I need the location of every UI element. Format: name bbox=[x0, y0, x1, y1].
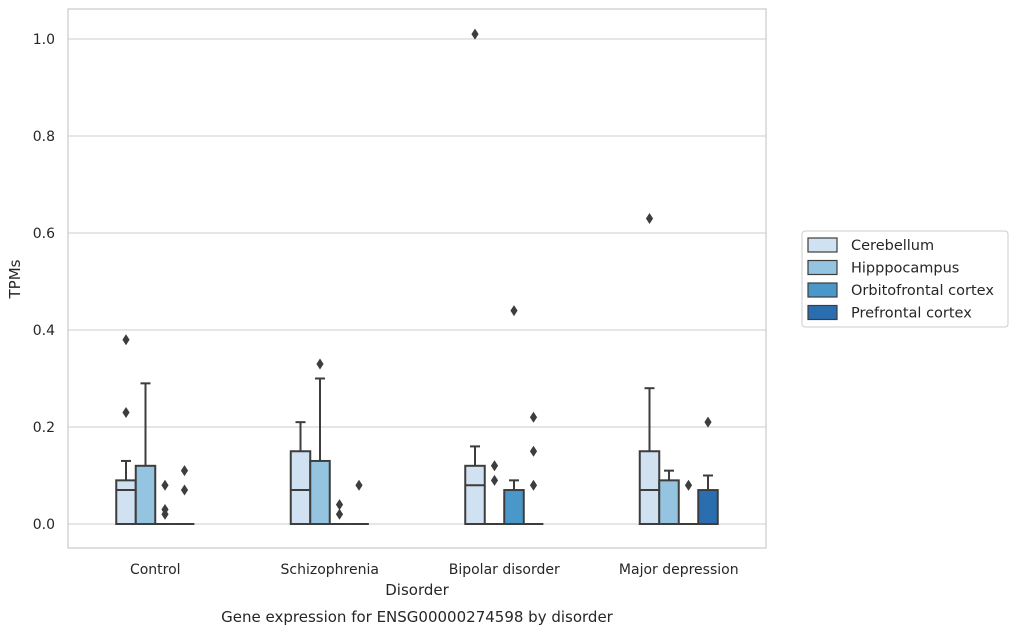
box-3 bbox=[523, 411, 544, 525]
legend: Cerebellum Hipppocampus Orbitofrontal cort… bbox=[801, 230, 1009, 328]
y-tick-label: 0.6 bbox=[33, 226, 55, 242]
legend-swatch bbox=[807, 282, 838, 298]
legend-label: Prefrontal cortex bbox=[851, 306, 972, 322]
box-1 bbox=[134, 382, 157, 525]
y-axis-label: TPMs bbox=[6, 259, 24, 299]
box-1 bbox=[309, 358, 331, 526]
outlier-point bbox=[122, 334, 130, 346]
x-tick-label: Bipolar disorder bbox=[449, 562, 560, 578]
box-iqr bbox=[464, 464, 486, 525]
box-2 bbox=[678, 479, 699, 525]
outlier-point bbox=[122, 406, 130, 418]
outlier-point bbox=[335, 499, 344, 511]
outlier-point bbox=[490, 460, 499, 472]
legend-item: Prefrontal cortex bbox=[807, 304, 972, 322]
y-tick-label: 0.2 bbox=[33, 420, 55, 436]
outlier-point bbox=[510, 305, 518, 317]
x-axis-label: Disorder bbox=[385, 581, 449, 599]
outlier-point bbox=[684, 479, 693, 491]
gridlines bbox=[68, 38, 766, 525]
outlier-point bbox=[316, 358, 324, 370]
x-tick-label: Schizophrenia bbox=[281, 562, 379, 578]
y-tick-labels: 0.0 0.2 0.4 0.6 0.8 1.0 bbox=[33, 32, 55, 533]
plot-frame bbox=[67, 8, 767, 549]
box-0 bbox=[464, 28, 486, 525]
box-1 bbox=[484, 460, 505, 525]
y-tick-label: 0.0 bbox=[33, 517, 55, 533]
box-3 bbox=[697, 416, 719, 525]
box-iqr bbox=[638, 450, 661, 525]
outlier-point bbox=[529, 445, 538, 457]
outlier-point bbox=[529, 479, 538, 491]
boxes bbox=[115, 28, 719, 526]
box-2 bbox=[503, 305, 525, 525]
outlier-point bbox=[180, 465, 189, 477]
box-iqr bbox=[658, 479, 680, 526]
outlier-point bbox=[471, 28, 479, 40]
box-3 bbox=[349, 479, 369, 525]
legend-swatch bbox=[807, 237, 838, 253]
y-tick-label: 0.4 bbox=[33, 323, 55, 339]
legend-item: Orbitofrontal cortex bbox=[807, 282, 994, 299]
y-tick-label: 1.0 bbox=[33, 32, 55, 48]
outlier-point bbox=[335, 508, 344, 520]
box-2 bbox=[155, 479, 175, 525]
outlier-point bbox=[529, 411, 538, 423]
legend-frame bbox=[801, 230, 1009, 328]
box-1 bbox=[658, 469, 680, 526]
legend-label: Hipppocampus bbox=[851, 261, 959, 277]
box-iqr bbox=[115, 479, 137, 526]
box-0 bbox=[115, 334, 137, 526]
x-tick-label: Control bbox=[130, 562, 181, 578]
outlier-point bbox=[355, 479, 363, 491]
x-tick-labels: Control Schizophrenia Bipolar disorder Majo… bbox=[130, 562, 739, 578]
box-0 bbox=[289, 421, 312, 525]
x-tick-label: Major depression bbox=[619, 562, 739, 578]
chart-title: Gene expression for ENSG00000274598 by d… bbox=[221, 608, 614, 626]
box-0 bbox=[638, 212, 661, 525]
outlier-point bbox=[645, 212, 654, 224]
outlier-point bbox=[161, 479, 169, 491]
legend-swatch bbox=[807, 304, 838, 321]
legend-label: Orbitofrontal cortex bbox=[851, 283, 994, 299]
box-iqr bbox=[289, 450, 312, 525]
box-iqr bbox=[697, 489, 719, 525]
box-iqr bbox=[134, 464, 157, 525]
box-2 bbox=[329, 499, 350, 525]
box-iqr bbox=[309, 459, 331, 526]
outlier-point bbox=[180, 484, 189, 496]
box-iqr bbox=[503, 489, 525, 525]
outlier-point bbox=[704, 416, 712, 428]
box-3 bbox=[174, 465, 195, 525]
legend-item: Hipppocampus bbox=[807, 259, 959, 277]
outlier-point bbox=[490, 474, 499, 486]
legend-label: Cerebellum bbox=[851, 238, 934, 254]
legend-swatch bbox=[807, 259, 838, 276]
y-tick-label: 0.8 bbox=[33, 129, 55, 145]
outlier-point bbox=[161, 503, 169, 515]
legend-item: Cerebellum bbox=[807, 237, 934, 254]
